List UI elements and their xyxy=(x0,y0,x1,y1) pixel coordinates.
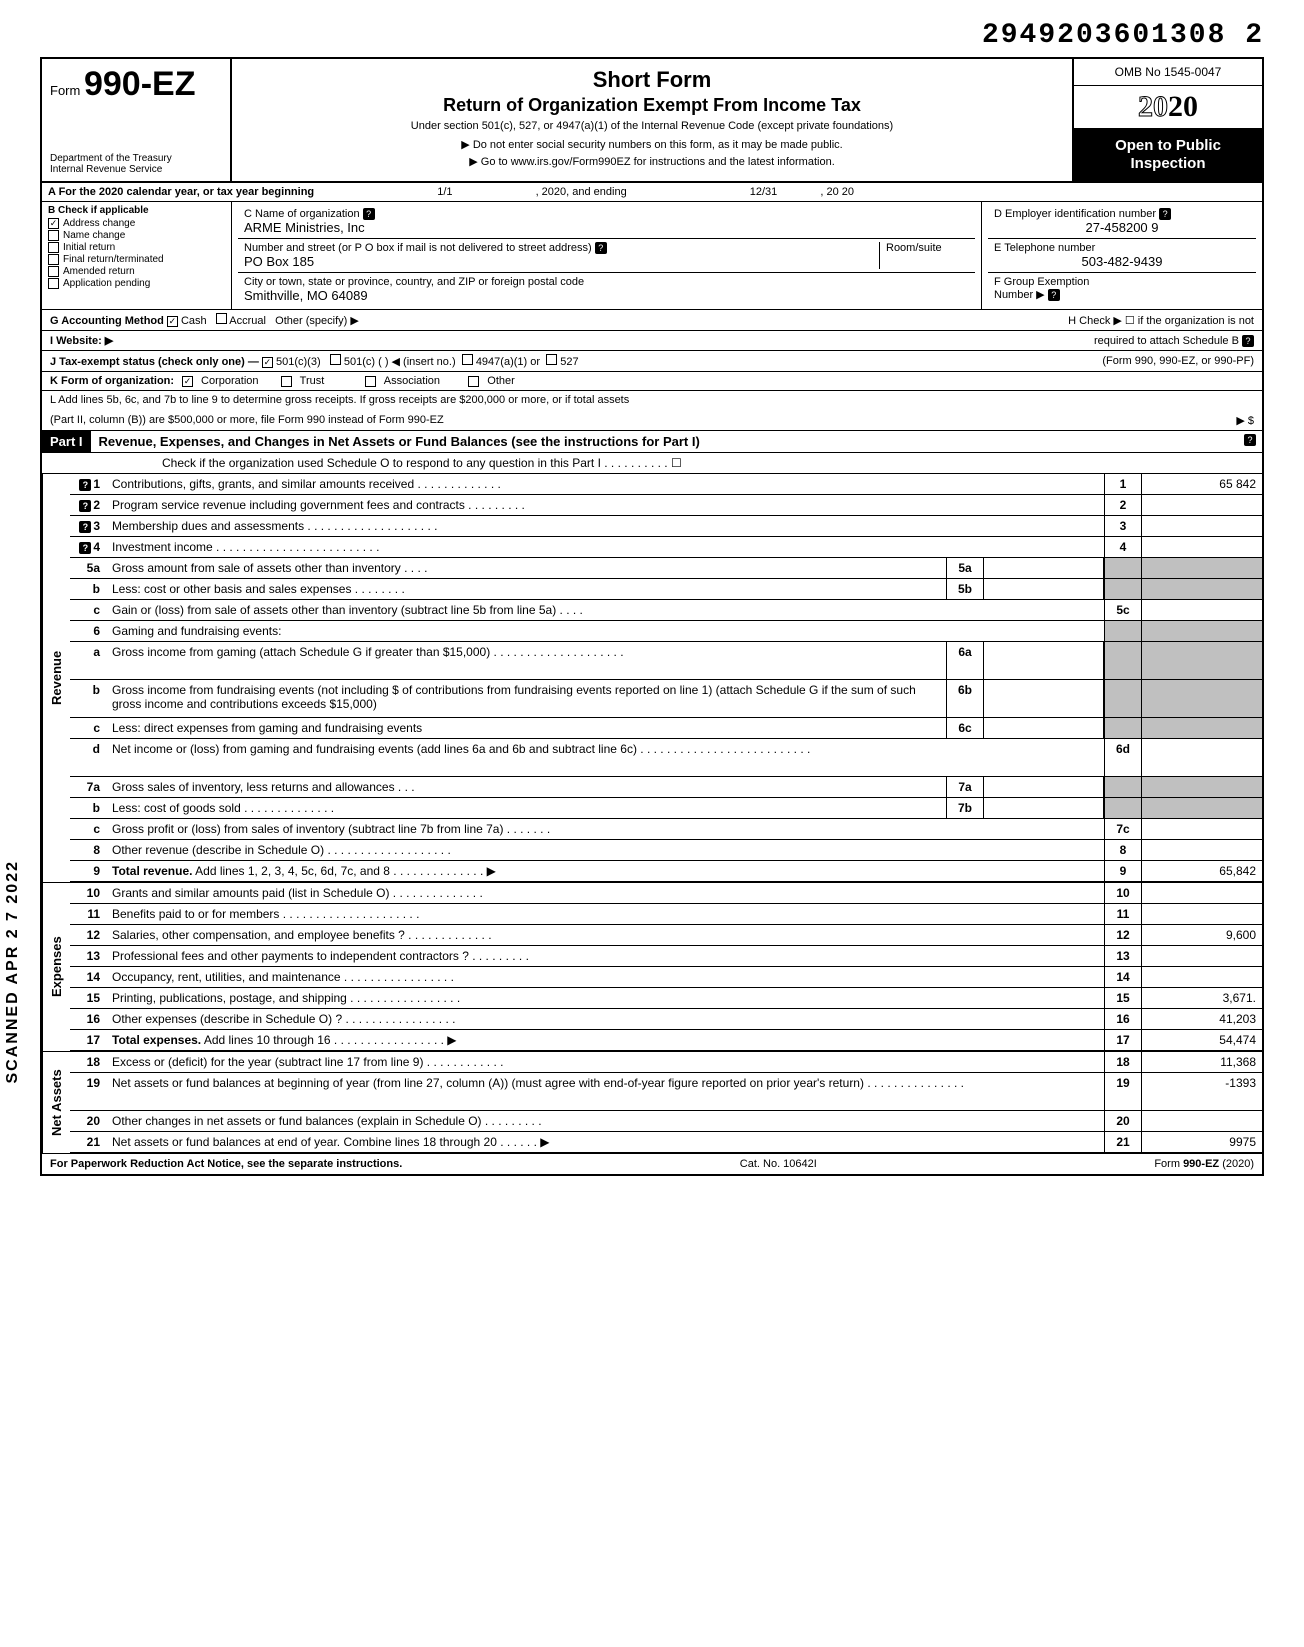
line-d: dNet income or (loss) from gaming and fu… xyxy=(70,739,1262,777)
line-11: 11Benefits paid to or for members . . . … xyxy=(70,904,1262,925)
ein: 27-458200 9 xyxy=(994,220,1250,235)
part1-title: Revenue, Expenses, and Changes in Net As… xyxy=(91,431,1238,452)
title-return: Return of Organization Exempt From Incom… xyxy=(242,95,1062,116)
header-left: Form 990-EZ Department of the Treasury I… xyxy=(42,59,232,181)
line-a: A For the 2020 calendar year, or tax yea… xyxy=(42,183,1262,202)
form-container: Form 990-EZ Department of the Treasury I… xyxy=(40,57,1264,1176)
side-label-net-assets: Net Assets xyxy=(42,1052,70,1153)
omb-number: OMB No 1545-0047 xyxy=(1074,59,1262,86)
line-l: L Add lines 5b, 6c, and 7b to line 9 to … xyxy=(42,391,1262,431)
header-middle: Short Form Return of Organization Exempt… xyxy=(232,59,1072,181)
warning-ssn: ▶ Do not enter social security numbers o… xyxy=(242,138,1062,151)
help-icon[interactable]: ? xyxy=(1242,335,1254,347)
org-name: ARME Ministries, Inc xyxy=(244,220,365,235)
line-10: 10Grants and similar amounts paid (list … xyxy=(70,883,1262,904)
line-18: 18Excess or (deficit) for the year (subt… xyxy=(70,1052,1262,1073)
help-icon[interactable]: ? xyxy=(1159,208,1171,220)
help-icon[interactable]: ? xyxy=(1244,434,1256,446)
line-8: 8Other revenue (describe in Schedule O) … xyxy=(70,840,1262,861)
footer-cat: Cat. No. 10642I xyxy=(740,1158,817,1170)
checkbox-address-change[interactable]: ✓Address change xyxy=(48,218,225,229)
checkbox-initial-return[interactable]: Initial return xyxy=(48,242,225,253)
help-icon[interactable]: ? xyxy=(1048,289,1060,301)
line-i: I Website: ▶ required to attach Schedule… xyxy=(42,331,1262,351)
part1-check: Check if the organization used Schedule … xyxy=(42,453,1262,474)
line-13: 13Professional fees and other payments t… xyxy=(70,946,1262,967)
help-icon[interactable]: ? xyxy=(363,208,375,220)
side-label-revenue: Revenue xyxy=(42,474,70,882)
side-label-expenses: Expenses xyxy=(42,883,70,1051)
title-short-form: Short Form xyxy=(242,67,1062,93)
checkbox-trust[interactable] xyxy=(281,376,292,387)
line-c: cLess: direct expenses from gaming and f… xyxy=(70,718,1262,739)
form-header: Form 990-EZ Department of the Treasury I… xyxy=(42,59,1262,183)
line-17: 17Total expenses. Add lines 10 through 1… xyxy=(70,1030,1262,1051)
city: Smithville, MO 64089 xyxy=(244,288,368,303)
help-icon[interactable]: ? xyxy=(595,242,607,254)
section-def: D Employer identification number ? 27-45… xyxy=(982,202,1262,309)
part1-header: Part I Revenue, Expenses, and Changes in… xyxy=(42,431,1262,453)
section-c: C Name of organization ? ARME Ministries… xyxy=(232,202,982,309)
checkbox-501c3[interactable]: ✓ xyxy=(262,357,273,368)
header-right: OMB No 1545-0047 2020 Open to Public Ins… xyxy=(1072,59,1262,181)
form-footer: For Paperwork Reduction Act Notice, see … xyxy=(42,1154,1262,1174)
footer-right: Form 990-EZ (2020) xyxy=(1154,1158,1254,1170)
line-c: cGain or (loss) from sale of assets othe… xyxy=(70,600,1262,621)
line-g-h: G Accounting Method ✓ Cash Accrual Other… xyxy=(42,310,1262,331)
line-c: cGross profit or (loss) from sales of in… xyxy=(70,819,1262,840)
checkbox-other[interactable] xyxy=(468,376,479,387)
goto-url: ▶ Go to www.irs.gov/Form990EZ for instru… xyxy=(242,155,1062,168)
form-prefix: Form xyxy=(50,83,80,98)
scanned-stamp: SCANNED APR 2 7 2022 xyxy=(4,860,22,1083)
subtitle: Under section 501(c), 527, or 4947(a)(1)… xyxy=(242,120,1062,132)
line-21: 21Net assets or fund balances at end of … xyxy=(70,1132,1262,1153)
form-body: Revenue?1Contributions, gifts, grants, a… xyxy=(42,474,1262,1154)
top-document-number: 2949203601308 2 xyxy=(40,20,1264,51)
checkbox-501c[interactable] xyxy=(330,354,341,365)
line-14: 14Occupancy, rent, utilities, and mainte… xyxy=(70,967,1262,988)
line-b: bLess: cost or other basis and sales exp… xyxy=(70,579,1262,600)
checkbox-527[interactable] xyxy=(546,354,557,365)
checkbox-accrual[interactable] xyxy=(216,313,227,324)
phone: 503-482-9439 xyxy=(994,254,1250,269)
checkbox-application-pending[interactable]: Application pending xyxy=(48,278,225,289)
checkbox-cash[interactable]: ✓ xyxy=(167,316,178,327)
line-4: ?4Investment income . . . . . . . . . . … xyxy=(70,537,1262,558)
bcdef-block: B Check if applicable ✓Address changeNam… xyxy=(42,202,1262,310)
line-5a: 5aGross amount from sale of assets other… xyxy=(70,558,1262,579)
open-to-public: Open to Public Inspection xyxy=(1074,129,1262,181)
part1-badge: Part I xyxy=(42,431,91,452)
line-15: 15Printing, publications, postage, and s… xyxy=(70,988,1262,1009)
line-b: bLess: cost of goods sold . . . . . . . … xyxy=(70,798,1262,819)
line-k: K Form of organization: ✓ Corporation Tr… xyxy=(42,372,1262,391)
line-7a: 7aGross sales of inventory, less returns… xyxy=(70,777,1262,798)
checkbox-assoc[interactable] xyxy=(365,376,376,387)
section-b: B Check if applicable ✓Address changeNam… xyxy=(42,202,232,309)
line-20: 20Other changes in net assets or fund ba… xyxy=(70,1111,1262,1132)
line-19: 19Net assets or fund balances at beginni… xyxy=(70,1073,1262,1111)
checkbox-amended-return[interactable]: Amended return xyxy=(48,266,225,277)
tax-year: 2020 xyxy=(1074,86,1262,129)
line-6: 6Gaming and fundraising events: xyxy=(70,621,1262,642)
line-a: aGross income from gaming (attach Schedu… xyxy=(70,642,1262,680)
checkbox-corp[interactable]: ✓ xyxy=(182,376,193,387)
dept-line1: Department of the Treasury xyxy=(50,153,222,164)
checkbox-4947[interactable] xyxy=(462,354,473,365)
dept-line2: Internal Revenue Service xyxy=(50,164,222,175)
line-1: ?1Contributions, gifts, grants, and simi… xyxy=(70,474,1262,495)
footer-left: For Paperwork Reduction Act Notice, see … xyxy=(50,1158,402,1170)
checkbox-final-return-terminated[interactable]: Final return/terminated xyxy=(48,254,225,265)
line-12: 12Salaries, other compensation, and empl… xyxy=(70,925,1262,946)
checkbox-name-change[interactable]: Name change xyxy=(48,230,225,241)
line-9: 9Total revenue. Add lines 1, 2, 3, 4, 5c… xyxy=(70,861,1262,882)
line-2: ?2Program service revenue including gove… xyxy=(70,495,1262,516)
line-16: 16Other expenses (describe in Schedule O… xyxy=(70,1009,1262,1030)
form-number: 990-EZ xyxy=(84,65,196,103)
line-j: J Tax-exempt status (check only one) — ✓… xyxy=(42,351,1262,372)
street: PO Box 185 xyxy=(244,254,314,269)
line-b: bGross income from fundraising events (n… xyxy=(70,680,1262,718)
line-3: ?3Membership dues and assessments . . . … xyxy=(70,516,1262,537)
